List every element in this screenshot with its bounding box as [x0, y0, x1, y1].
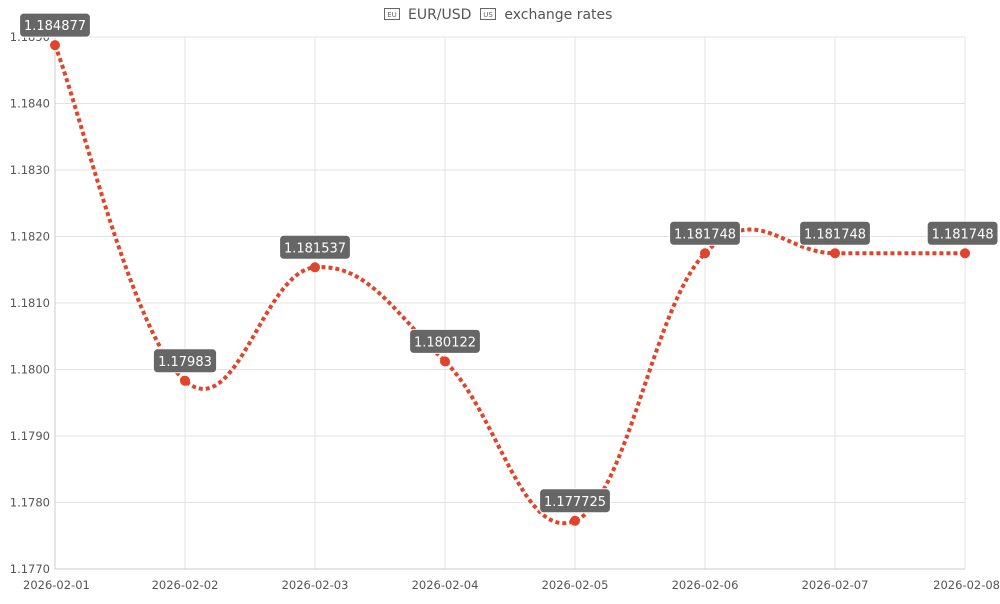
data-label-text: 1.181748 — [674, 227, 736, 242]
svg-text:US: US — [483, 11, 493, 19]
y-tick-label: 1.1820 — [10, 230, 50, 244]
x-tick-label: 2026-02-03 — [282, 578, 349, 592]
data-label-box — [19, 12, 91, 38]
data-point — [960, 248, 970, 259]
y-tick-label: 1.1810 — [10, 296, 50, 310]
data-label-box — [539, 488, 611, 514]
x-tick-label: 2026-02-07 — [802, 578, 869, 592]
data-label: 1.177725 — [539, 488, 611, 514]
y-tick-label: 1.1840 — [10, 97, 50, 111]
data-label-box — [926, 220, 999, 246]
data-label-text: 1.177725 — [544, 495, 606, 510]
data-point — [830, 248, 840, 259]
chart-title-suffix: exchange rates — [504, 7, 613, 23]
data-label-text: 1.181748 — [804, 227, 866, 242]
x-tick-label: 2026-02-02 — [152, 578, 219, 592]
data-label: 1.184877 — [19, 12, 91, 38]
data-label-box — [279, 234, 351, 260]
data-label-box — [152, 348, 218, 374]
data-point — [50, 40, 60, 51]
x-tick-label: 2026-02-06 — [672, 578, 739, 592]
data-label-box — [669, 220, 741, 246]
y-tick-label: 1.1790 — [10, 429, 50, 443]
eu-flag-icon: EU — [383, 8, 400, 20]
chart-title-text: EUR/USD — [407, 7, 472, 23]
data-label: 1.181748 — [799, 220, 871, 246]
data-label-box — [409, 328, 481, 354]
series-line — [53, 44, 965, 526]
y-tick-label: 1.1830 — [10, 163, 50, 177]
x-tick-label: 2026-02-04 — [412, 578, 479, 592]
data-point — [180, 375, 190, 386]
y-tick-label: 1.1770 — [10, 562, 50, 576]
data-label: 1.180122 — [409, 328, 481, 354]
x-tick-label: 2026-02-05 — [542, 578, 609, 592]
data-point — [310, 262, 320, 273]
data-point — [570, 515, 580, 526]
x-tick-label: 2026-02-01 — [23, 578, 90, 592]
y-tick-label: 1.1780 — [10, 496, 50, 510]
data-label: 1.181537 — [279, 234, 351, 260]
chart-title: EU EUR/USD US exchange rates — [0, 7, 1000, 23]
data-label-box — [799, 220, 871, 246]
data-label: 1.181748 — [669, 220, 741, 246]
data-point — [440, 356, 450, 367]
data-label: 1.17983 — [152, 348, 218, 374]
data-label-text: 1.180122 — [414, 335, 476, 350]
data-label-text: 1.184877 — [24, 19, 86, 34]
x-tick-label: 2026-02-08 — [933, 578, 1000, 592]
data-point — [700, 248, 710, 259]
data-label-text: 1.17983 — [158, 355, 212, 370]
us-flag-icon: US — [479, 8, 496, 20]
y-tick-label: 1.1800 — [10, 363, 50, 377]
data-label-text: 1.181748 — [932, 227, 994, 242]
data-label: 1.181748 — [926, 220, 999, 246]
svg-text:EU: EU — [387, 11, 397, 19]
data-label-text: 1.181537 — [284, 241, 346, 256]
